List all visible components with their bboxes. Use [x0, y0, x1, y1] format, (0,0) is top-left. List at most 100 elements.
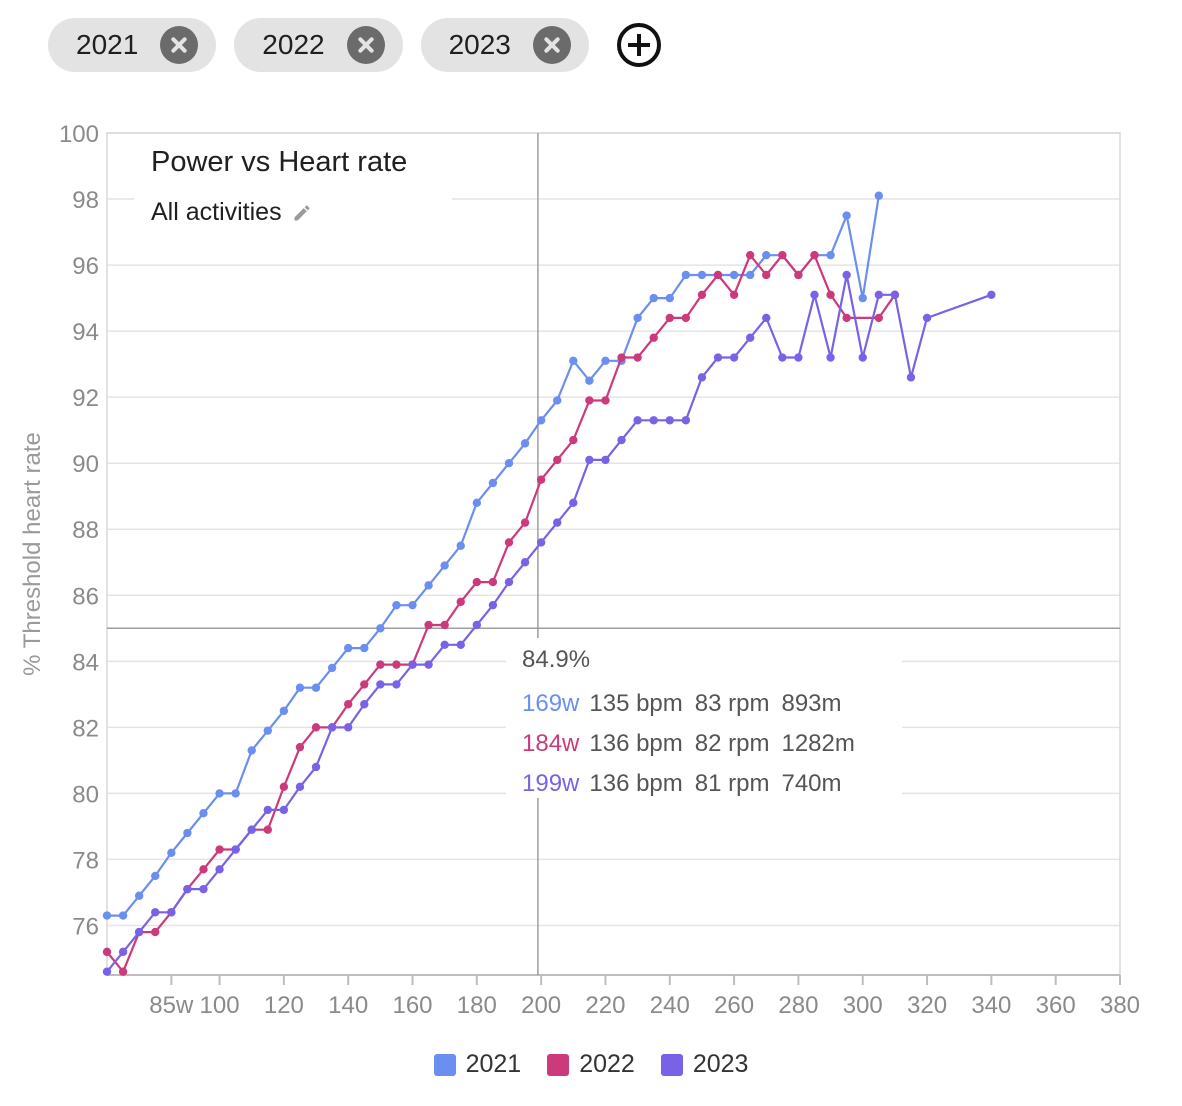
- legend-item-2021[interactable]: 2021: [433, 1050, 521, 1079]
- data-point-2022: [263, 825, 272, 834]
- tooltip-bpm: 135 bpm: [589, 690, 683, 717]
- data-point-2023: [810, 290, 819, 299]
- pencil-icon[interactable]: [292, 203, 312, 223]
- data-point-2022: [601, 396, 610, 405]
- data-point-2022: [842, 313, 851, 323]
- y-tick-label: 94: [72, 319, 99, 346]
- tooltip-row-2023: 199w 136 bpm 81 rpm 740m: [522, 764, 902, 804]
- data-point-2023: [553, 518, 562, 527]
- legend-item-2022[interactable]: 2022: [547, 1050, 635, 1079]
- data-point-2022: [456, 597, 465, 607]
- data-point-2021: [263, 726, 272, 735]
- chip-label: 2022: [262, 29, 325, 60]
- data-point-2023: [906, 373, 916, 382]
- data-point-2021: [279, 706, 289, 716]
- data-point-2022: [681, 313, 691, 323]
- data-point-2023: [601, 455, 610, 465]
- data-point-2021: [488, 478, 498, 488]
- data-point-2021: [199, 809, 208, 818]
- chart-tooltip: 84.9% 169w 135 bpm 83 rpm 893m 184w 136 bpm 8…: [506, 638, 902, 798]
- tooltip-rpm: 82 rpm: [694, 730, 770, 757]
- chart-subtitle-row[interactable]: All activities: [151, 198, 312, 227]
- y-tick-label: 76: [72, 913, 99, 940]
- data-point-2023: [826, 353, 835, 362]
- data-point-2023: [295, 782, 305, 791]
- tooltip-dist: 1282m: [781, 730, 855, 757]
- data-point-2023: [440, 640, 449, 650]
- series-line-2022: [106, 254, 896, 973]
- data-point-2022: [504, 538, 514, 547]
- chip-label: 2021: [76, 29, 139, 60]
- chip-2022[interactable]: 2022: [234, 18, 403, 72]
- chip-2021[interactable]: 2021: [48, 18, 217, 72]
- data-point-2022: [553, 455, 562, 465]
- year-filter-chips: 2021 2022 2023: [48, 18, 661, 72]
- chip-2023[interactable]: 2023: [420, 18, 589, 72]
- data-point-2021: [520, 439, 530, 448]
- legend-swatch: [547, 1053, 570, 1076]
- tooltip-dist: 740m: [781, 770, 842, 797]
- tooltip-header: 84.9%: [522, 646, 591, 673]
- x-tick-label: 100: [200, 992, 240, 1019]
- data-point-2021: [504, 458, 514, 468]
- data-point-2023: [488, 600, 498, 610]
- data-point-2023: [151, 908, 160, 917]
- legend-swatch: [660, 1053, 683, 1076]
- y-axis-label: % Threshold heart rate: [19, 432, 46, 676]
- data-point-2022: [311, 723, 321, 732]
- data-point-2021: [343, 643, 353, 653]
- x-tick-label: 380: [1100, 992, 1140, 1019]
- data-point-2022: [488, 577, 498, 587]
- data-point-2022: [199, 865, 208, 874]
- data-point-2023: [456, 640, 465, 650]
- tooltip-row-2022: 184w 136 bpm 82 rpm 1282m: [522, 724, 902, 764]
- data-point-2023: [343, 723, 353, 732]
- data-point-2023: [327, 723, 337, 732]
- data-point-2023: [987, 290, 996, 299]
- data-point-2023: [585, 455, 594, 465]
- data-point-2022: [665, 313, 674, 323]
- data-point-2023: [665, 416, 674, 425]
- add-filter-icon[interactable]: [616, 23, 661, 67]
- data-point-2023: [118, 947, 128, 957]
- y-tick-label: 82: [72, 715, 99, 742]
- data-point-2021: [247, 746, 256, 755]
- data-point-2022: [697, 290, 707, 299]
- data-point-2023: [890, 290, 900, 299]
- legend-item-2023[interactable]: 2023: [660, 1050, 748, 1079]
- x-tick-label: 320: [907, 992, 947, 1019]
- data-point-2023: [231, 845, 240, 854]
- tooltip-bpm: 136 bpm: [589, 770, 683, 797]
- data-point-2021: [295, 683, 305, 692]
- data-point-2022: [729, 290, 739, 299]
- x-tick-label: 260: [714, 992, 754, 1019]
- x-tick-label: 180: [457, 992, 497, 1019]
- data-point-2022: [617, 353, 626, 362]
- data-point-2022: [520, 518, 530, 527]
- data-point-2021: [392, 600, 401, 610]
- series-line-2023: [106, 273, 992, 973]
- y-tick-label: 100: [59, 121, 99, 148]
- y-tick-label: 92: [72, 385, 99, 412]
- remove-chip-icon[interactable]: [160, 26, 199, 64]
- data-point-2021: [183, 828, 192, 838]
- data-point-2022: [826, 290, 835, 299]
- data-point-2023: [520, 558, 530, 567]
- series-line-2021: [107, 195, 880, 917]
- data-point-2022: [569, 435, 578, 445]
- y-tick-label: 78: [72, 847, 99, 874]
- data-point-2023: [408, 660, 417, 669]
- data-point-2023: [263, 805, 272, 815]
- data-point-2023: [279, 805, 289, 815]
- remove-chip-icon[interactable]: [532, 26, 571, 64]
- legend-swatch: [433, 1053, 456, 1076]
- y-tick-label: 90: [72, 451, 99, 478]
- data-point-2021: [118, 911, 128, 920]
- data-point-2022: [215, 845, 224, 854]
- data-point-2023: [536, 538, 546, 547]
- tooltip-dist: 893m: [781, 690, 842, 717]
- data-point-2023: [199, 884, 208, 894]
- data-point-2021: [681, 270, 691, 280]
- remove-chip-icon[interactable]: [346, 26, 385, 64]
